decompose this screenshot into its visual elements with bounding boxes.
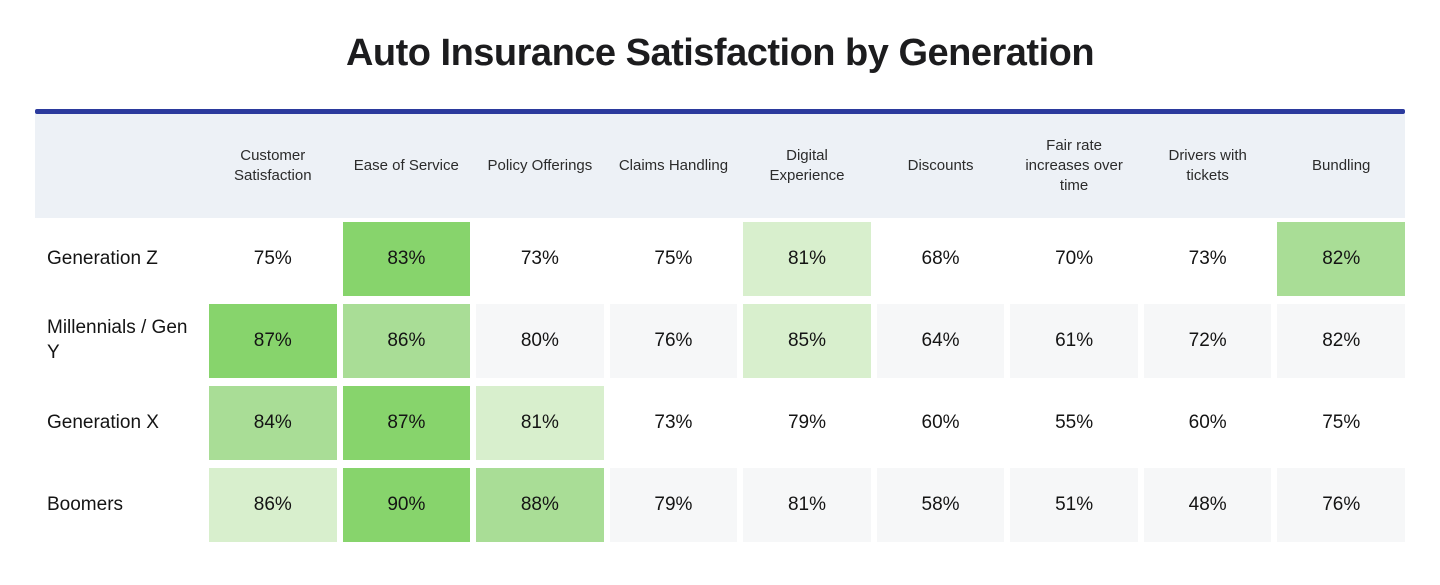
divider-line xyxy=(35,109,1405,114)
column-header: Claims Handling xyxy=(618,156,729,174)
heatmap-cell: 60% xyxy=(876,386,1005,460)
column-header: Bundling xyxy=(1312,156,1371,174)
heatmap-cell: 88% xyxy=(476,468,604,542)
row-label: Millennials / Gen Y xyxy=(47,317,188,363)
heatmap-cell: 51% xyxy=(1010,468,1138,542)
heatmap-cell: 76% xyxy=(1277,468,1405,542)
heatmap-cell: 90% xyxy=(342,468,471,542)
heatmap-cell: 55% xyxy=(1010,386,1138,460)
row-label: Boomers xyxy=(47,493,124,515)
column-header: Drivers with tickets xyxy=(1168,146,1247,184)
heatmap-cell: 61% xyxy=(1010,304,1138,378)
column-header: Fair rate increases over time xyxy=(1025,136,1123,195)
heatmap-cell: 84% xyxy=(209,386,337,460)
table-row: Boomers 86% 90% 88% 79% 81% 58% 51% 48% 76% xyxy=(35,468,1405,542)
heatmap-cell: 81% xyxy=(743,222,871,296)
row-label: Generation Z xyxy=(47,247,158,269)
heatmap-cell: 75% xyxy=(609,222,738,296)
table-row: Generation X 84% 87% 81% 73% 79% 60% 55% 60% 75% xyxy=(35,386,1405,460)
column-header: Discounts xyxy=(907,156,974,174)
heatmap-cell: 60% xyxy=(1143,386,1272,460)
table-header-row: Customer Satisfaction Ease of Service Poli… xyxy=(35,114,1405,218)
heatmap-cell: 73% xyxy=(476,222,604,296)
table-row: Generation Z 75% 83% 73% 75% 81% 68% 70% 73% 82% xyxy=(35,222,1405,296)
page-title: Auto Insurance Satisfaction by Generatio… xyxy=(345,32,1095,74)
heatmap-cell: 81% xyxy=(476,386,604,460)
heatmap-cell: 58% xyxy=(876,468,1005,542)
heatmap-cell: 75% xyxy=(1277,386,1405,460)
heatmap-cell: 80% xyxy=(476,304,604,378)
heatmap-cell: 79% xyxy=(609,468,738,542)
heatmap-cell: 76% xyxy=(609,304,738,378)
heatmap-cell: 70% xyxy=(1010,222,1138,296)
infographic-page: Auto Insurance Satisfaction by Generatio… xyxy=(35,32,1405,542)
heatmap-cell: 64% xyxy=(876,304,1005,378)
column-header: Digital Experience xyxy=(769,146,845,184)
heatmap-cell: 87% xyxy=(342,386,471,460)
heatmap-cell: 87% xyxy=(209,304,337,378)
column-header: Ease of Service xyxy=(353,156,459,174)
heatmap-cell: 79% xyxy=(743,386,871,460)
satisfaction-table: Customer Satisfaction Ease of Service Poli… xyxy=(35,114,1405,542)
heatmap-cell: 81% xyxy=(743,468,871,542)
heatmap-cell: 83% xyxy=(342,222,471,296)
heatmap-cell: 68% xyxy=(876,222,1005,296)
heatmap-cell: 73% xyxy=(609,386,738,460)
column-header: Policy Offerings xyxy=(487,156,593,174)
heatmap-cell: 82% xyxy=(1277,304,1405,378)
heatmap-cell: 86% xyxy=(209,468,337,542)
heatmap-cell: 85% xyxy=(743,304,871,378)
heatmap-cell: 72% xyxy=(1143,304,1272,378)
heatmap-cell: 86% xyxy=(342,304,471,378)
table-body: Generation Z 75% 83% 73% 75% 81% 68% 70% 73% 82% M… xyxy=(35,222,1405,542)
row-label: Generation X xyxy=(47,411,159,433)
column-header: Customer Satisfaction xyxy=(234,146,312,184)
heatmap-cell: 73% xyxy=(1143,222,1272,296)
heatmap-cell: 75% xyxy=(209,222,337,296)
table-row: Millennials / Gen Y 87% 86% 80% 76% 85% 64% 61%… xyxy=(35,304,1405,378)
heatmap-cell: 48% xyxy=(1143,468,1272,542)
heatmap-cell: 82% xyxy=(1277,222,1405,296)
